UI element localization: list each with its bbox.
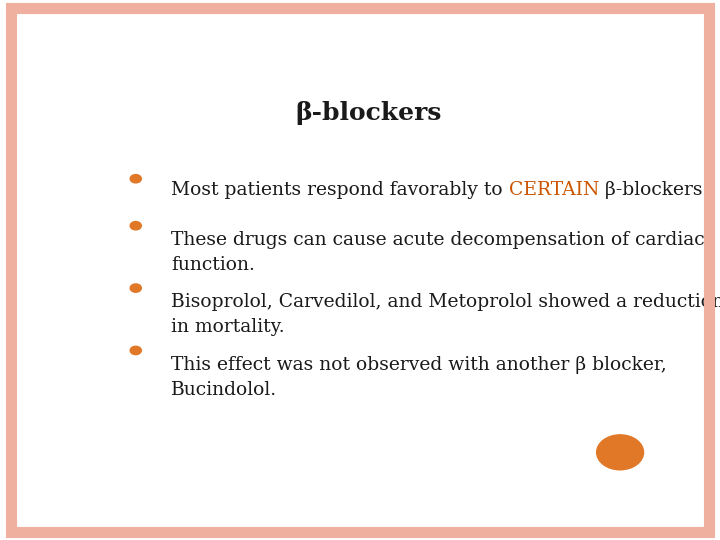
Text: β-blockers.: β-blockers. [599,181,708,199]
Text: Most patients respond favorably to: Most patients respond favorably to [171,181,508,199]
Circle shape [130,221,141,230]
Circle shape [130,284,141,292]
Circle shape [597,435,644,470]
Circle shape [130,174,141,183]
Text: This effect was not observed with another β blocker,
Bucindolol.: This effect was not observed with anothe… [171,356,667,399]
Text: These drugs can cause acute decompensation of cardiac
function.: These drugs can cause acute decompensati… [171,231,705,274]
Text: β-blockers: β-blockers [296,100,442,125]
Text: CERTAIN: CERTAIN [508,181,599,199]
Circle shape [130,346,141,355]
Text: Bisoprolol, Carvedilol, and Metoprolol showed a reduction
in mortality.: Bisoprolol, Carvedilol, and Metoprolol s… [171,294,720,336]
